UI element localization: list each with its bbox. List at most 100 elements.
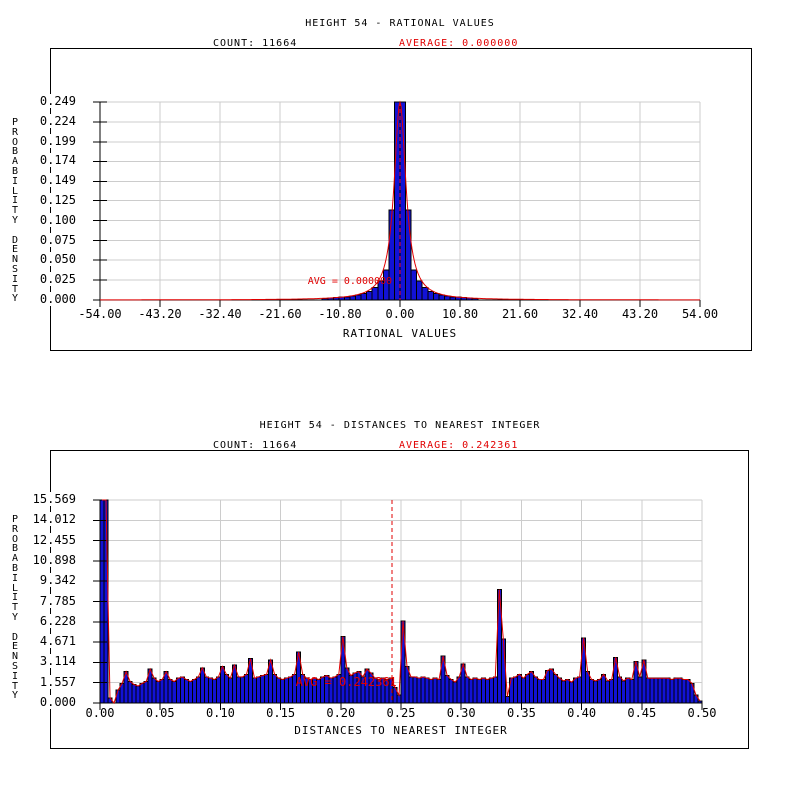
y-tick-label: 0.174 bbox=[21, 153, 76, 168]
y-tick-label: 0.000 bbox=[21, 292, 76, 306]
histogram-bar bbox=[456, 676, 462, 704]
histogram-bar bbox=[685, 679, 691, 704]
histogram-bar bbox=[191, 679, 197, 704]
histogram-bar bbox=[609, 679, 615, 704]
histogram-bar bbox=[629, 679, 635, 704]
histogram-bar bbox=[637, 676, 643, 704]
histogram-bar bbox=[548, 668, 555, 704]
histogram-bar bbox=[243, 673, 249, 704]
histogram-bar bbox=[432, 677, 438, 704]
histogram-bar bbox=[444, 675, 450, 704]
x-tick-label: 21.60 bbox=[502, 307, 538, 321]
histogram-bar bbox=[203, 676, 209, 704]
histogram-bar bbox=[512, 676, 518, 704]
histogram-bar bbox=[199, 667, 205, 704]
histogram-bar bbox=[416, 280, 423, 301]
x-tick-label: 32.40 bbox=[562, 307, 598, 321]
density-curve bbox=[102, 499, 701, 705]
histogram-bar bbox=[396, 694, 402, 704]
axes bbox=[93, 499, 703, 710]
histogram-bar bbox=[488, 677, 494, 704]
histogram-bar bbox=[280, 679, 286, 704]
chart-frame: COUNT: 11664 AVERAGE: 0.242361 0.00 0.05 0… bbox=[50, 440, 749, 749]
x-tick-label: 0.15 bbox=[266, 706, 295, 720]
histogram-bar bbox=[464, 676, 470, 704]
histogram-bar bbox=[625, 677, 631, 704]
histogram-bar bbox=[573, 677, 579, 704]
histogram-bar bbox=[163, 671, 169, 704]
histogram-bar bbox=[436, 679, 442, 704]
histogram-bar bbox=[272, 673, 278, 704]
histogram-bar bbox=[355, 294, 362, 301]
histogram-bar bbox=[665, 677, 671, 704]
histogram-bar bbox=[448, 679, 454, 704]
histogram-bar bbox=[661, 677, 667, 704]
histogram-bar bbox=[115, 689, 121, 704]
histogram-bar bbox=[159, 679, 165, 704]
x-tick-label: 0.50 bbox=[688, 706, 717, 720]
histogram-bar bbox=[131, 684, 137, 704]
histogram-bar bbox=[288, 676, 294, 704]
histogram-bar bbox=[480, 677, 486, 704]
y-tick-label: 0.000 bbox=[21, 695, 76, 709]
y-tick-label: 0.125 bbox=[21, 193, 76, 207]
histogram-bar bbox=[211, 679, 217, 704]
histogram-bar bbox=[605, 680, 611, 704]
histogram-bar bbox=[532, 676, 538, 704]
histogram-bar bbox=[553, 673, 559, 704]
histogram-bar bbox=[443, 295, 451, 301]
y-tick-label: 10.898 bbox=[21, 552, 76, 567]
histogram-bar bbox=[617, 676, 623, 704]
histogram-bar bbox=[557, 677, 563, 704]
histogram-bar bbox=[536, 679, 542, 704]
histogram-bar bbox=[276, 677, 282, 704]
histogram-bar bbox=[252, 677, 258, 704]
y-tick-label: 0.249 bbox=[21, 94, 76, 108]
chart-frame: COUNT: 11664 AVERAGE: 0.000000 -54.00 -43… bbox=[50, 38, 752, 351]
y-tick-label: 0.100 bbox=[21, 212, 76, 227]
avg-annotation: AVG = 0.242361 bbox=[296, 675, 397, 689]
count-label: COUNT: 11664 bbox=[213, 38, 298, 49]
x-axis-label: RATIONAL VALUES bbox=[343, 327, 457, 340]
histogram-bar bbox=[195, 676, 201, 704]
histogram-bar bbox=[223, 673, 229, 704]
avg-annotation: AVG = 0.000000 bbox=[308, 276, 392, 287]
chart-title-rational-values: HEIGHT 54 - RATIONAL VALUES bbox=[305, 18, 495, 29]
y-tick-label: 15.569 bbox=[21, 492, 76, 506]
histogram-bar bbox=[360, 293, 368, 301]
histogram-bar bbox=[589, 679, 595, 704]
histogram-plot: 0.00 0.05 0.10 0.15 0.20 0.25 0.30 0.35 0.40 0.45… bbox=[86, 499, 717, 737]
histogram-bar bbox=[524, 673, 530, 704]
histogram-bar bbox=[428, 679, 434, 704]
count-label: COUNT: 11664 bbox=[213, 440, 298, 451]
histogram-bar bbox=[143, 680, 149, 704]
histogram-bar bbox=[492, 676, 498, 704]
y-tick-label: 3.114 bbox=[21, 654, 76, 669]
y-tick-label: 0.149 bbox=[21, 173, 76, 188]
x-axis-label: DISTANCES TO NEAREST INTEGER bbox=[294, 724, 507, 737]
x-tick-label: -54.00 bbox=[78, 307, 121, 321]
y-tick-label: 0.224 bbox=[21, 113, 76, 128]
histogram-bar bbox=[649, 677, 655, 704]
histogram-bar bbox=[561, 680, 567, 704]
histogram-bar bbox=[540, 679, 546, 704]
x-tick-label: 0.00 bbox=[386, 307, 415, 321]
histogram-bar bbox=[565, 679, 571, 704]
histogram-bar bbox=[601, 673, 607, 704]
histogram-bar bbox=[681, 679, 687, 704]
histogram-bar bbox=[420, 676, 426, 704]
x-tick-label: 0.10 bbox=[206, 706, 235, 720]
histogram-bar bbox=[585, 671, 591, 704]
histogram-bar bbox=[366, 290, 373, 301]
y-tick-label: 14.012 bbox=[21, 512, 76, 527]
histogram-bar bbox=[520, 677, 526, 704]
x-tick-label: 10.80 bbox=[442, 307, 478, 321]
y-tick-label: 0.199 bbox=[21, 133, 76, 148]
histogram-bar bbox=[239, 676, 245, 704]
average-label: AVERAGE: 0.242361 bbox=[399, 440, 519, 451]
histogram-bar bbox=[438, 294, 445, 301]
histogram-bar bbox=[284, 677, 290, 704]
histogram-bar bbox=[127, 680, 133, 704]
